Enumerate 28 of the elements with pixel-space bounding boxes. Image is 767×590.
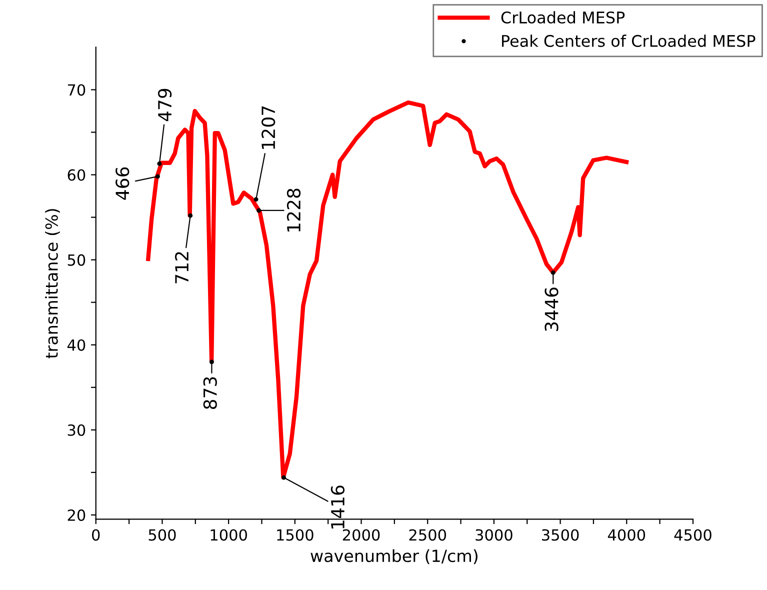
x-tick-label: 2500 <box>409 529 446 541</box>
annotation: 873 <box>203 377 217 409</box>
x-tick-label: 2000 <box>342 529 380 541</box>
x-axis-title: wavenumber (1/cm) <box>310 549 478 564</box>
y-axis-title: transmittance (%) <box>45 209 60 358</box>
annotation: 712 <box>174 252 188 284</box>
x-tick-label: 1000 <box>210 529 247 541</box>
x-tick-label: 3000 <box>476 529 512 541</box>
legend-label: Peak Centers of CrLoaded MESP <box>502 34 756 47</box>
annotation: 466 <box>116 167 130 200</box>
x-tick-label: 0 <box>92 529 100 541</box>
annotation: 479 <box>158 88 172 122</box>
annotation: 1228 <box>286 188 301 232</box>
annotation: 1416 <box>330 486 345 528</box>
x-tick-label: 3500 <box>542 529 579 541</box>
x-tick-label: 4500 <box>674 529 712 541</box>
y-tick-label: 50 <box>68 254 86 266</box>
annotation: 3446 <box>544 288 558 332</box>
y-tick-label: 20 <box>68 509 86 521</box>
x-tick-label: 1500 <box>277 529 314 541</box>
y-tick-label: 40 <box>67 339 86 351</box>
x-tick-label: 500 <box>148 529 176 541</box>
legend-label: CrLoaded MESP <box>501 11 625 24</box>
annotation: 1207 <box>262 106 276 149</box>
y-tick-label: 70 <box>68 84 86 96</box>
y-tick-label: 30 <box>68 424 86 436</box>
x-tick-label: 4000 <box>608 529 646 541</box>
y-tick-label: 60 <box>68 169 86 181</box>
